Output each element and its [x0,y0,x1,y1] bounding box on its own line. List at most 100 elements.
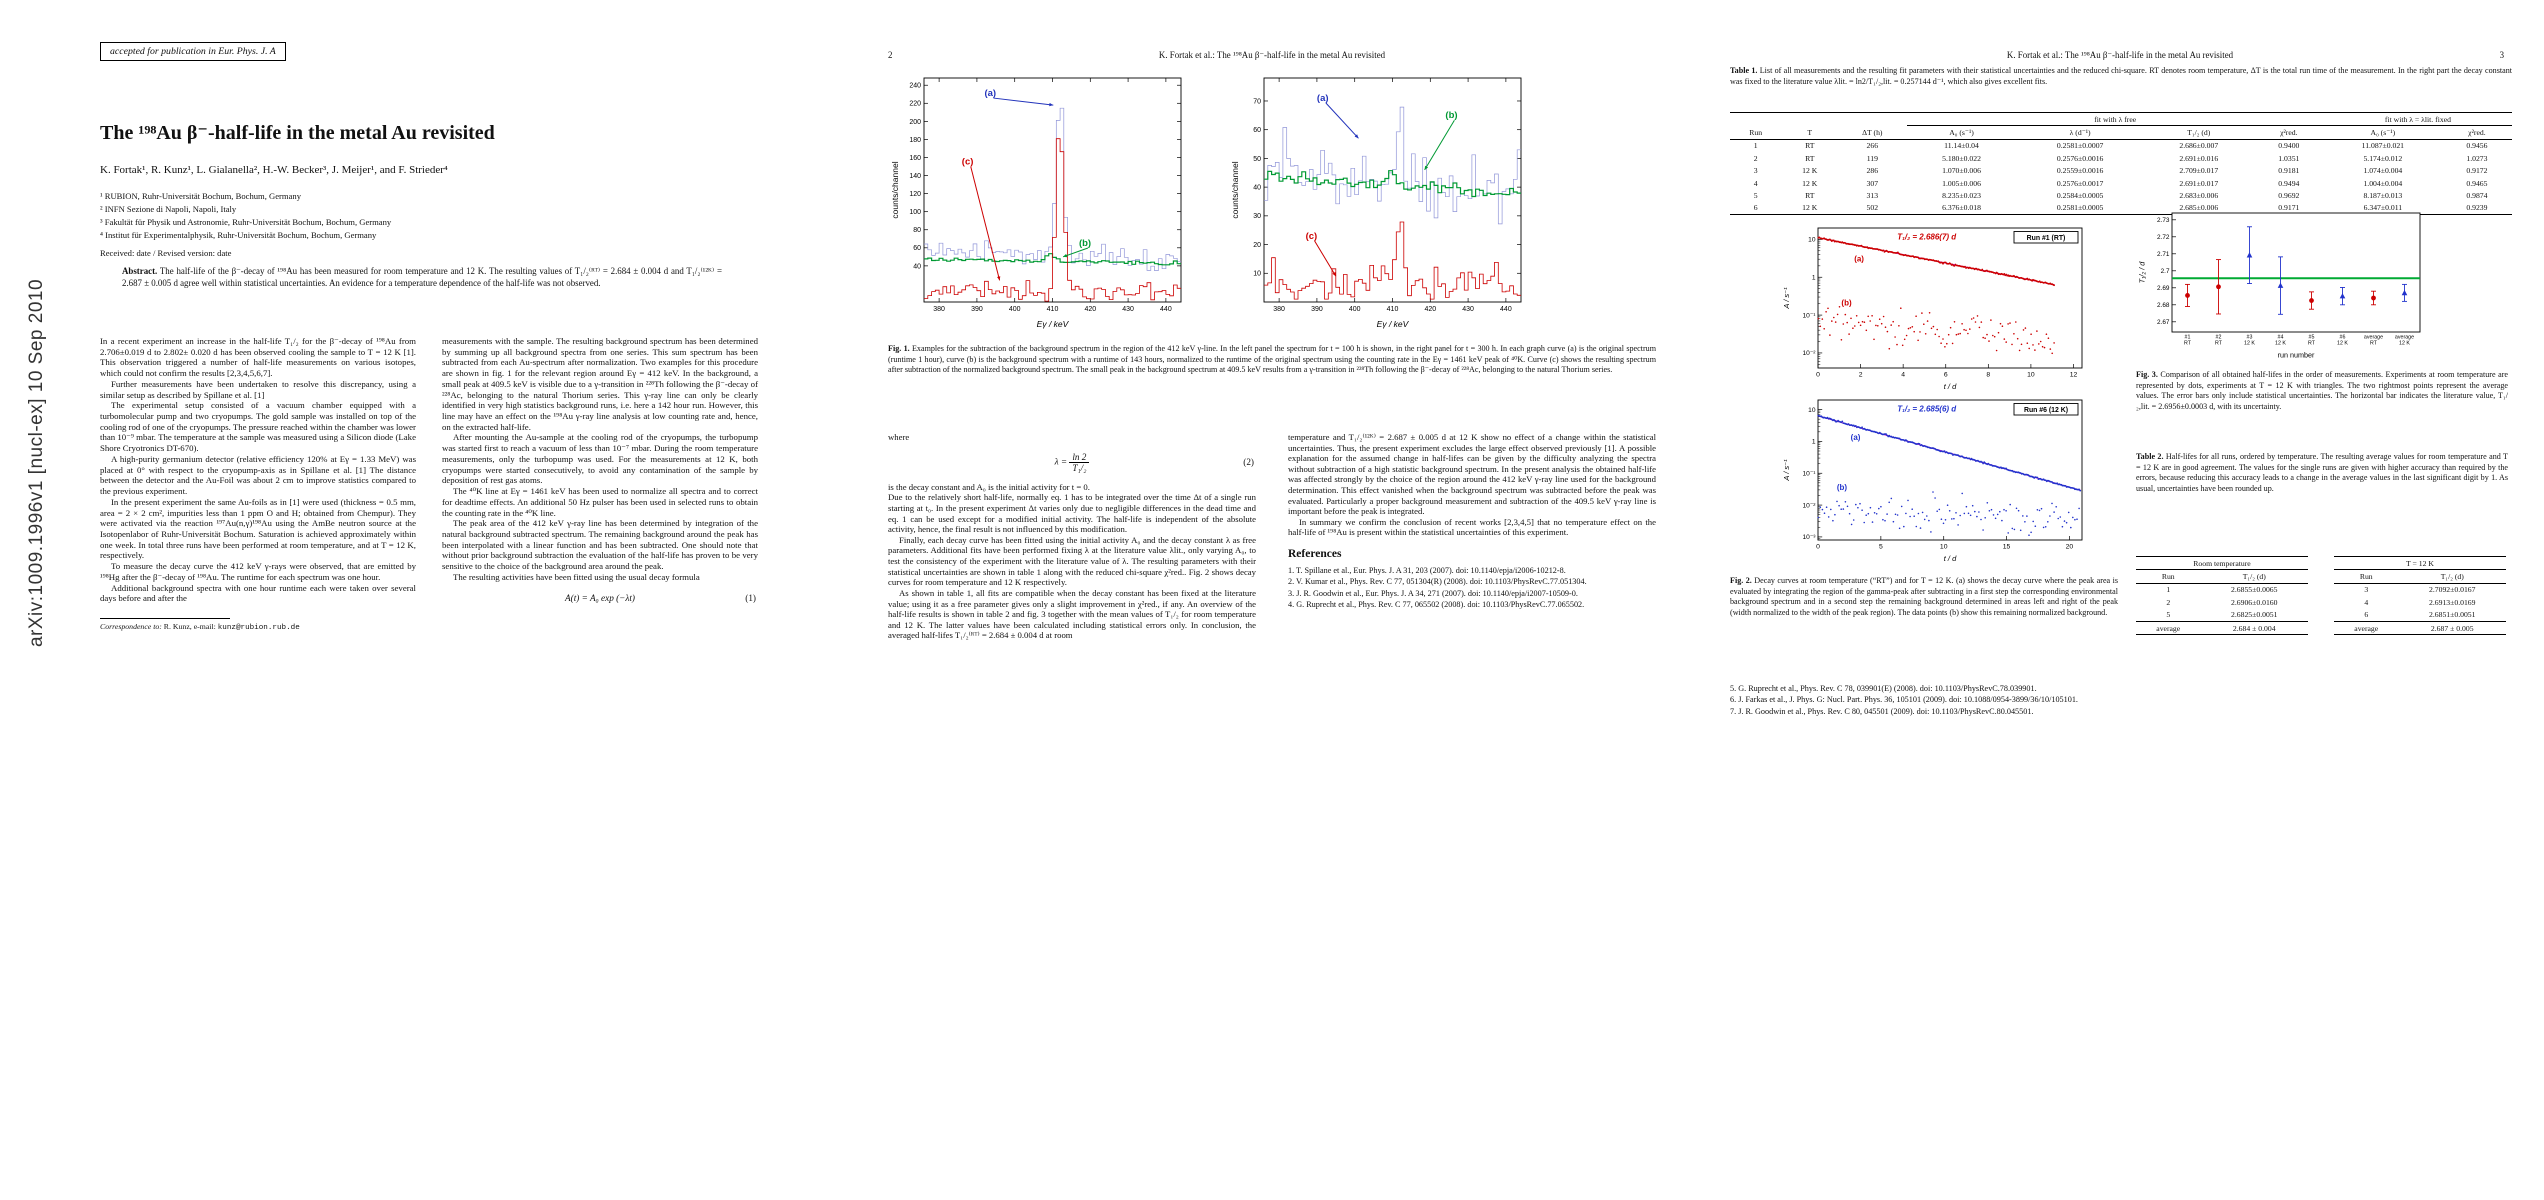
table2-room-temperature-table: Room temperature Run T₁/₂ (d) 1 2.6855±0.006… [2136,556,2308,636]
svg-text:400: 400 [1009,306,1021,313]
svg-text:12 K: 12 K [2244,341,2255,347]
cell: 2 [1753,153,1758,163]
reference-item: 1. T. Spillane et al., Eur. Phys. J. A 3… [1288,566,1566,576]
received-line: Received: date / Revised version: date [100,248,232,258]
svg-text:200: 200 [909,119,921,126]
svg-text:T₁/₂ = 2.685(6) d: T₁/₂ = 2.685(6) d [1897,405,1957,414]
cell: 5 [2166,610,2171,620]
group-header-cell: fit with λ free [1906,112,2324,127]
svg-text:#5: #5 [2309,335,2315,341]
cell: 2.6906±0.0160 [2230,597,2278,607]
table-row: 6 12 K 502 6.376±0.018 0.2581±0.0005 2.685±0.… [1730,202,2512,215]
svg-text:2.68: 2.68 [2157,302,2170,309]
cell: 6 [2364,610,2369,620]
svg-text:400: 400 [1349,306,1361,313]
fig2-caption-label: Fig. 2. [1730,576,1752,585]
running-title: K. Fortak et al.: The ¹⁹⁸Au β⁻-half-life… [2006,50,2234,60]
svg-text:#2: #2 [2216,335,2222,341]
cell: 0.9181 [2278,166,2300,176]
table-row: 1 2.6855±0.0065 [2136,583,2308,596]
cell: 6 [1753,203,1758,213]
svg-text:10: 10 [1808,407,1816,414]
cell: 0.2576±0.0016 [2056,153,2104,163]
cell: 286 [1866,166,1879,176]
paragraph-list: Due to the relatively short half-life, n… [888,492,1256,641]
cell: 307 [1866,178,1879,188]
fig2-top-decay-plot: 0 2 4 6 8 10 12 10⁻² 10⁻¹ 1 10 (a) (b) T₁/₂ = 2.686(7… [1782,227,2083,391]
svg-text:Eγ / keV: Eγ / keV [1037,319,1070,329]
cell: 12 K [1802,166,1818,176]
svg-text:20: 20 [2066,544,2074,551]
svg-text:120: 120 [909,191,921,198]
svg-text:40: 40 [913,263,921,270]
equation-2-fraction: ln 2 T₁/₂ [1069,452,1090,473]
svg-text:180: 180 [909,137,921,144]
svg-text:A / s⁻¹: A / s⁻¹ [1782,287,1791,310]
fraction-denominator: T₁/₂ [1072,462,1087,473]
arxiv-watermark: arXiv:1009.1996v1 [nucl-ex] 10 Sep 2010 [26,278,47,648]
cell: 0.9172 [2466,166,2488,176]
cell: 1.0273 [2466,153,2488,163]
paragraph: In summary we confirm the conclusion of … [1288,516,1656,538]
cell: 1 [1753,141,1758,151]
svg-text:30: 30 [1253,213,1261,220]
svg-text:440: 440 [1160,306,1172,313]
cell: 0.9874 [2466,190,2488,200]
cell: 2.685±0.006 [2179,203,2219,213]
table-row: 6 2.6851±0.0051 [2334,609,2506,622]
svg-text:410: 410 [1047,306,1059,313]
cell: 2.683±0.006 [2179,190,2219,200]
svg-text:420: 420 [1084,306,1096,313]
header-cell: T₁/₂ (d) [2398,569,2506,584]
svg-text:380: 380 [1273,306,1285,313]
running-head: K. Fortak et al.: The ¹⁹⁸Au β⁻-half-life… [1736,50,2504,62]
svg-text:Run #6 (12 K): Run #6 (12 K) [2024,407,2068,414]
svg-text:60: 60 [1253,127,1261,134]
equation-2: λ = ln 2 T₁/₂ (2) [888,452,1256,473]
correspondence-email: kunz@rubion.rub.de [217,623,300,632]
svg-text:160: 160 [909,155,921,162]
paragraph: Due to the relatively short half-life, n… [888,492,1256,535]
cell: 0.9456 [2466,141,2488,151]
svg-text:average: average [2364,335,2383,341]
cell: 8.187±0.013 [2363,190,2403,200]
cell: 1.074±0.004 [2363,166,2403,176]
affiliation: ¹ RUBION, Ruhr-Universität Bochum, Bochu… [100,191,301,201]
paragraph-list: In a recent experiment an increase in th… [100,336,416,604]
correspondence-footnote: Correspondence to: R. Kunz, e-mail: kunz… [100,622,416,633]
table-row: 4 12 K 307 1.005±0.006 0.2576±0.0017 2.691±0.… [1730,177,2512,189]
svg-text:2.72: 2.72 [2157,234,2170,241]
abstract-text: The half-life of the β⁻-decay of ¹⁹⁸Au h… [122,266,722,288]
cell: 2.687 ± 0.005 [2398,620,2506,635]
cell: 119 [1866,153,1878,163]
fig2-bottom-decay-plot: 0 5 10 15 20 10⁻³ 10⁻² 10⁻¹ 1 10 (a) (b) T₁/₂ = 2.68… [1782,399,2083,563]
svg-text:(b): (b) [1837,483,1848,492]
cell: 1 [2166,585,2171,595]
svg-text:(a): (a) [1317,93,1329,104]
header-cell: T [1781,125,1839,140]
equation-1-number: (1) [745,592,756,603]
page2-column-left: where λ = ln 2 T₁/₂ (2) is the decay cons… [888,432,1256,641]
svg-text:0: 0 [1816,544,1820,551]
cell: 0.2581±0.0007 [2056,141,2104,151]
group-header-cell: fit with λ = λlit. fixed [2323,112,2512,127]
table-2: Room temperature Run T₁/₂ (d) 1 2.6855±0.006… [2136,556,2508,636]
header-cell: χ²red. [2253,125,2324,140]
svg-text:RT: RT [2370,341,2378,347]
affiliations-list: ¹ RUBION, Ruhr-Universität Bochum, Bochu… [100,190,745,242]
svg-text:A / s⁻¹: A / s⁻¹ [1782,459,1791,482]
cell: 4 [2364,597,2369,607]
svg-text:run number: run number [2278,351,2315,360]
cell: 3 [1753,166,1758,176]
cell: 2.691±0.017 [2179,178,2219,188]
fig2-caption: Fig. 2. Decay curves at room temperature… [1730,576,2118,618]
svg-text:counts/channel: counts/channel [1230,161,1240,218]
paragraph: The experimental setup consisted of a va… [100,400,416,454]
figure-2: 0 2 4 6 8 10 12 10⁻² 10⁻¹ 1 10 (a) (b) T₁/₂ = 2.686(7… [1780,222,2090,566]
cell: 1.004±0.004 [2363,178,2403,188]
svg-text:10⁻¹: 10⁻¹ [1802,312,1816,319]
correspondence-text: R. Kunz, e-mail: [161,621,218,631]
header-cell: λ (d⁻¹) [2016,125,2144,140]
svg-text:2.71: 2.71 [2157,251,2170,258]
svg-text:2.73: 2.73 [2157,217,2170,224]
